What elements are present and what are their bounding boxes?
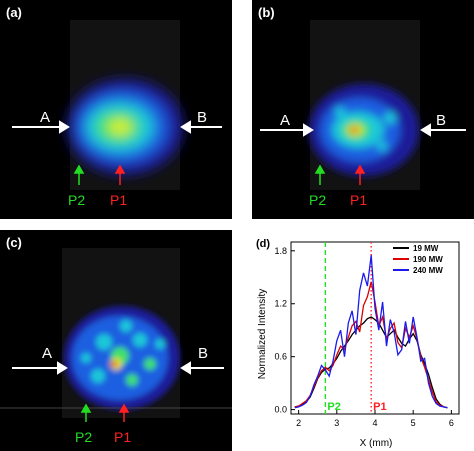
- label-p2: P2: [68, 192, 85, 208]
- label-a: A: [42, 345, 52, 362]
- label-a: A: [40, 109, 50, 126]
- x-tick-label: 2: [296, 418, 301, 428]
- x-axis-label: X (mm): [360, 438, 393, 449]
- x-tick-label: 3: [334, 418, 339, 428]
- series-line-0: [294, 316, 448, 409]
- series-line-2: [294, 255, 448, 409]
- label-p2: P2: [75, 429, 92, 445]
- label-b: B: [436, 112, 446, 129]
- y-tick-label: 0.0: [274, 405, 287, 415]
- label-p2: P2: [309, 192, 326, 208]
- label-p1: P1: [350, 192, 367, 208]
- x-tick-label: 6: [449, 418, 454, 428]
- legend-label-2: 240 MW: [413, 266, 443, 275]
- y-tick-label: 0.6: [274, 352, 287, 362]
- panel-letter-c: (c): [6, 235, 22, 250]
- panel-letter-a: (a): [6, 5, 22, 20]
- label-b: B: [197, 109, 207, 126]
- marker-label-p1: P1: [373, 401, 386, 413]
- beam-intensity-image: A B P2 P1: [0, 0, 232, 219]
- y-tick-label: 1.2: [274, 299, 287, 309]
- panel-letter-d: (d): [256, 238, 270, 250]
- legend-label-0: 19 MW: [413, 244, 439, 253]
- legend-label-1: 190 MW: [413, 255, 443, 264]
- beam-intensity-image: A B P2 P1: [252, 0, 474, 219]
- y-tick-label: 1.8: [274, 246, 287, 256]
- x-tick-label: 4: [372, 418, 377, 428]
- label-p1: P1: [110, 192, 127, 208]
- label-a: A: [280, 112, 290, 129]
- beam-image-panel-a: A B P2 P1 (a): [0, 0, 232, 219]
- marker-label-p2: P2: [327, 401, 340, 413]
- beam-image-panel-c: A B P2 P1 (c): [0, 230, 232, 451]
- beam-image-panel-b: A B P2 P1 (b): [252, 0, 474, 219]
- intensity-profile-chart: (d) 2 3 4 5 6 0.0 0.6 1.2 1.8 P2 P1 19 MW 190 MW 240 …: [256, 238, 460, 449]
- series-line-1: [294, 281, 448, 409]
- panel-letter-b: (b): [258, 5, 275, 20]
- x-tick-label: 5: [411, 418, 416, 428]
- y-axis-label: Normalized Intensity: [257, 289, 268, 380]
- label-b: B: [198, 345, 208, 362]
- beam-intensity-image: A B P2 P1: [0, 230, 232, 451]
- label-p1: P1: [114, 429, 131, 445]
